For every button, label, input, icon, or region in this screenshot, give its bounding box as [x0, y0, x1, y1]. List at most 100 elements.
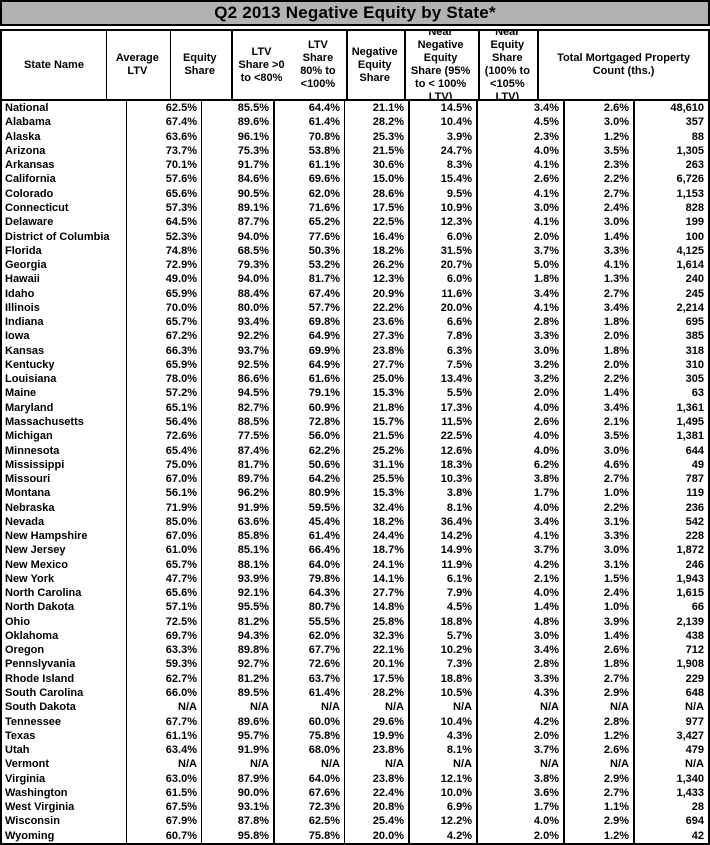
- value-cell: 60.0%: [275, 714, 345, 729]
- value-cell: 10.9%: [410, 200, 478, 216]
- value-cell: N/A: [275, 700, 345, 715]
- value-cell: 72.6%: [275, 657, 345, 672]
- table-row: Nebraska 71.9% 91.9% 59.5% 32.4% 8.1% 4.0% 2.2%…: [2, 500, 708, 515]
- value-cell: 94.0%: [202, 272, 275, 287]
- value-cell: 60.7%: [127, 828, 202, 843]
- value-cell: 15.3%: [345, 386, 410, 401]
- state-name-cell: Tennessee: [2, 714, 127, 729]
- value-cell: 67.7%: [275, 643, 345, 658]
- value-cell: 4.8%: [478, 614, 565, 629]
- value-cell: 3.0%: [478, 343, 565, 358]
- value-cell: 2.0%: [478, 828, 565, 843]
- value-cell: 67.9%: [127, 814, 202, 829]
- value-cell: 1,153: [676, 187, 704, 200]
- value-cell: 92.2%: [202, 329, 275, 344]
- value-cell: 119: [686, 487, 704, 500]
- value-cell: 2.0%: [478, 728, 565, 743]
- value-cell: 21.1%: [345, 101, 410, 116]
- value-cell: 2.7%: [565, 471, 635, 487]
- value-cell: 2.9%: [565, 814, 635, 829]
- value-cell: 1.8%: [478, 272, 565, 287]
- value-cell: 22.2%: [345, 300, 410, 315]
- column-header: State Name: [2, 31, 107, 99]
- value-cell: 4.5%: [478, 115, 565, 130]
- value-cell: 87.8%: [202, 814, 275, 829]
- value-cell: 1.0%: [565, 600, 635, 615]
- value-cell: 25.5%: [345, 471, 410, 487]
- value-cell: 79.3%: [202, 257, 275, 273]
- value-cell: 1.4%: [565, 229, 635, 244]
- value-cell: 87.4%: [202, 443, 275, 458]
- value-cell: 2.0%: [565, 329, 635, 344]
- value-cell: 5.5%: [410, 386, 478, 401]
- column-header: Negative Equity Share: [348, 31, 406, 99]
- value-cell: 10.5%: [410, 685, 478, 701]
- table-row: Mississippi 75.0% 81.7% 50.6% 31.1% 18.3% 6.2%…: [2, 457, 708, 472]
- column-header: Total Mortgaged Property Count (ths.): [557, 52, 691, 77]
- value-cell: 15.7%: [345, 414, 410, 430]
- value-cell: 542: [685, 515, 704, 528]
- value-cell: 32.3%: [345, 628, 410, 644]
- value-cell: 1.1%: [565, 800, 635, 815]
- value-cell: 57.7%: [275, 300, 345, 315]
- value-cell: 3.1%: [565, 557, 635, 572]
- value-cell: 1,943: [676, 572, 704, 585]
- value-cell: 644: [685, 444, 704, 457]
- value-cell: 81.2%: [202, 614, 275, 629]
- state-name-cell: Utah: [2, 742, 127, 758]
- value-cell: 1,381: [676, 430, 704, 443]
- value-cell: 4.1%: [478, 300, 565, 315]
- table-row: Alabama 67.4% 89.6% 61.4% 28.2% 10.4% 4.5% 3.0%…: [2, 115, 708, 130]
- table-row: Kentucky 65.9% 92.5% 64.9% 27.7% 7.5% 3.2% 2.0%…: [2, 357, 708, 373]
- value-cell: N/A: [478, 700, 565, 715]
- value-cell: 70.1%: [127, 158, 202, 173]
- state-name-cell: California: [2, 172, 127, 187]
- value-cell: 4.5%: [410, 600, 478, 615]
- value-cell: 15.4%: [410, 172, 478, 187]
- value-cell: 2.6%: [478, 414, 565, 430]
- value-cell: 7.3%: [410, 657, 478, 672]
- value-cell: 14.2%: [410, 528, 478, 544]
- value-cell: 45.4%: [275, 514, 345, 529]
- value-cell: 2.6%: [565, 643, 635, 658]
- value-cell: 57.6%: [127, 172, 202, 187]
- value-cell: 263: [685, 159, 704, 172]
- value-cell: 2.0%: [565, 357, 635, 373]
- value-cell: 3.7%: [478, 243, 565, 258]
- value-cell: 69.8%: [275, 314, 345, 330]
- value-cell: 80.0%: [202, 300, 275, 315]
- value-cell: 20.1%: [345, 657, 410, 672]
- table-row: Maine 57.2% 94.5% 79.1% 15.3% 5.5% 2.0% 1.4% 63: [2, 386, 708, 401]
- value-cell: 66.3%: [127, 343, 202, 358]
- value-cell: 75.3%: [202, 143, 275, 159]
- table-row: North Carolina 65.6% 92.1% 64.3% 27.7% 7.9% 4.…: [2, 586, 708, 601]
- state-name-cell: Washington: [2, 785, 127, 801]
- table-row: National 62.5% 85.5% 64.4% 21.1% 14.5% 3.4% 2.6…: [2, 101, 708, 116]
- column-header: Near Negative Equity Share (95% to < 100…: [406, 31, 480, 99]
- value-cell: 77.6%: [275, 229, 345, 244]
- value-cell: 89.6%: [202, 115, 275, 130]
- value-cell: 20.0%: [410, 300, 478, 315]
- table-row: New York 47.7% 93.9% 79.8% 14.1% 6.1% 2.1% 1.5%…: [2, 571, 708, 587]
- value-cell: 64.4%: [275, 101, 345, 116]
- value-cell: 17.3%: [410, 400, 478, 415]
- table-row: Texas 61.1% 95.7% 75.8% 19.9% 4.3% 2.0% 1.2% 3,4…: [2, 728, 708, 743]
- state-name-cell: Hawaii: [2, 272, 127, 287]
- value-cell: 71.6%: [275, 200, 345, 216]
- value-cell: 75.8%: [275, 728, 345, 743]
- value-cell: 63.4%: [127, 742, 202, 758]
- value-cell: 67.6%: [275, 785, 345, 801]
- state-name-cell: North Carolina: [2, 586, 127, 601]
- value-cell: 828: [685, 201, 704, 214]
- value-cell: 85.0%: [127, 514, 202, 529]
- value-cell: 15.3%: [345, 486, 410, 501]
- value-cell: 977: [685, 715, 704, 728]
- value-cell: 4.2%: [410, 828, 478, 843]
- value-cell: 61.6%: [275, 372, 345, 387]
- value-cell: 27.7%: [345, 357, 410, 373]
- table-row: Montana 56.1% 96.2% 80.9% 15.3% 3.8% 1.7% 1.0% 1…: [2, 486, 708, 501]
- value-cell: 12.3%: [345, 272, 410, 287]
- value-cell: 3.4%: [478, 101, 565, 116]
- value-cell: 96.1%: [202, 129, 275, 144]
